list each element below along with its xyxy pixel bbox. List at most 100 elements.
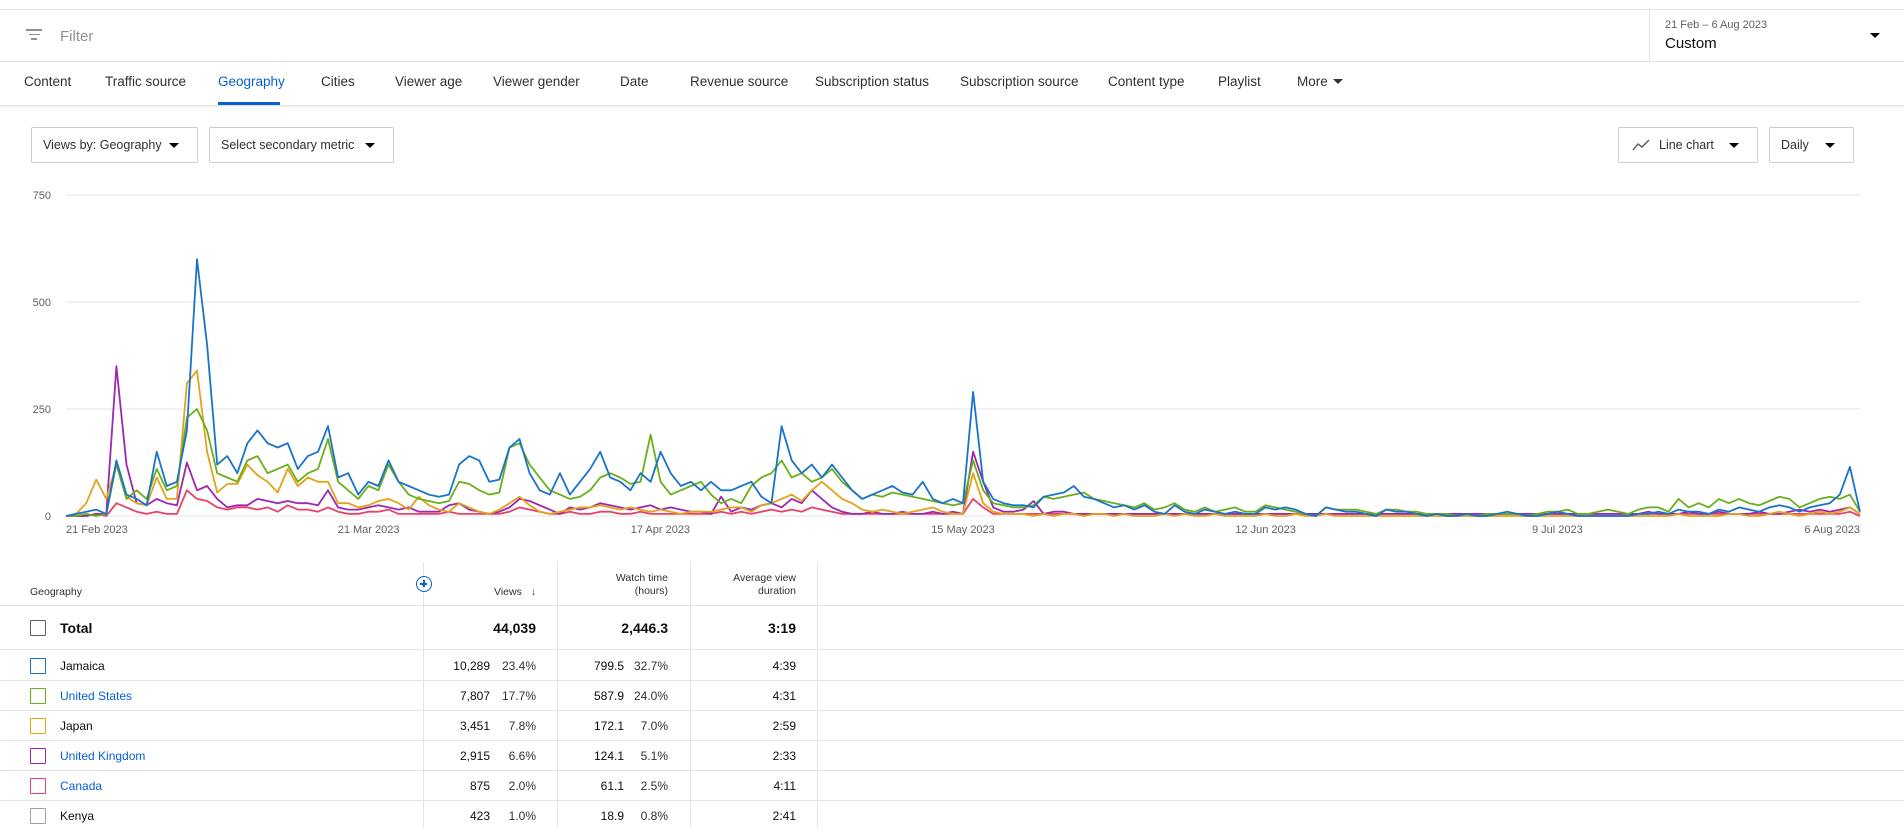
row-watch-time: 124.1 <box>593 749 624 763</box>
dimension-tabs: Content Traffic source Geography Cities … <box>0 62 1904 106</box>
interval-dropdown[interactable]: Daily <box>1769 127 1854 163</box>
secondary-metric-label: Select secondary metric <box>221 138 355 152</box>
row-views-pct: 1.0% <box>508 809 536 823</box>
primary-metric-dropdown[interactable]: Views by: Geography <box>31 127 198 163</box>
tab-content-type[interactable]: Content type <box>1108 74 1185 89</box>
header-watch-time[interactable]: Watch time (hours) <box>580 572 668 598</box>
header-watch-time-line2: (hours) <box>634 585 668 597</box>
y-axis: 0 250 500 750 <box>33 190 51 523</box>
row-views: 7,807 <box>459 689 490 703</box>
header-avg-duration[interactable]: Average view duration <box>710 572 796 598</box>
total-views: 44,039 <box>493 620 536 636</box>
tab-more-label: More <box>1297 74 1328 89</box>
y-tick-label: 500 <box>33 297 51 309</box>
row-geography: Kenya <box>60 809 95 823</box>
row-watch-time: 18.9 <box>600 809 624 823</box>
header-views-label: Views <box>494 586 522 598</box>
row-geography[interactable]: Canada <box>60 779 103 793</box>
row-watch-pct: 7.0% <box>640 719 668 733</box>
row-checkbox[interactable] <box>30 718 46 734</box>
tab-revenue-source[interactable]: Revenue source <box>690 74 789 89</box>
tab-geography[interactable]: Geography <box>218 74 285 89</box>
row-geography: Japan <box>60 719 93 733</box>
date-range-label: Custom <box>1665 35 1717 52</box>
table-row: United States 7,807 17.7% 587.9 24.0% 4:31 <box>0 681 1904 711</box>
date-range-text: 21 Feb – 6 Aug 2023 <box>1665 19 1768 31</box>
row-checkbox[interactable] <box>30 748 46 764</box>
table-header: Geography Views ↓ Watch time (hours) Ave… <box>0 562 1904 606</box>
primary-metric-label: Views by: Geography <box>43 138 162 152</box>
tab-subscription-source[interactable]: Subscription source <box>960 74 1079 89</box>
tab-playlist[interactable]: Playlist <box>1218 74 1261 89</box>
total-watch-time: 2,446.3 <box>621 620 668 636</box>
row-avg-duration: 2:41 <box>772 809 796 823</box>
row-checkbox[interactable] <box>30 808 46 824</box>
header-views[interactable]: Views ↓ <box>470 586 536 599</box>
header-avg-duration-line1: Average view <box>733 572 796 584</box>
chart-type-label: Line chart <box>1659 138 1714 152</box>
row-views-pct: 23.4% <box>501 659 536 673</box>
tab-subscription-status[interactable]: Subscription status <box>815 74 930 89</box>
chart-type-dropdown[interactable]: Line chart <box>1618 127 1758 163</box>
table-row: Canada 875 2.0% 61.1 2.5% 4:11 <box>0 771 1904 801</box>
row-views: 3,451 <box>459 719 490 733</box>
row-geography[interactable]: United Kingdom <box>60 749 146 763</box>
row-views-pct: 6.6% <box>508 749 536 763</box>
table-row: Jamaica 10,289 23.4% 799.5 32.7% 4:39 <box>0 651 1904 681</box>
row-views-pct: 7.8% <box>508 719 536 733</box>
x-tick-label: 21 Feb 2023 <box>66 524 128 536</box>
tab-viewer-age[interactable]: Viewer age <box>395 74 463 89</box>
caret-down-icon <box>365 143 375 148</box>
y-tick-label: 250 <box>33 404 51 416</box>
series-line-jamaica[interactable] <box>65 258 1861 517</box>
row-checkbox[interactable] <box>30 778 46 794</box>
y-tick-label: 750 <box>33 190 51 202</box>
filter-icon[interactable] <box>26 29 42 41</box>
row-checkbox[interactable] <box>30 688 46 704</box>
tab-more[interactable]: More <box>1297 74 1343 89</box>
tab-cities[interactable]: Cities <box>321 74 355 89</box>
row-checkbox[interactable] <box>30 658 46 674</box>
column-divider <box>690 562 691 828</box>
views-line-chart: 0 250 500 750 21 Feb 2023 21 Mar 2023 17 Apr … <box>33 190 1861 536</box>
row-watch-time: 61.1 <box>600 779 624 793</box>
row-avg-duration: 4:39 <box>772 659 796 673</box>
y-tick-label: 0 <box>45 511 51 523</box>
filter-input[interactable]: Filter <box>60 28 94 45</box>
chevron-down-icon <box>1870 33 1880 38</box>
tab-date[interactable]: Date <box>620 74 649 89</box>
total-checkbox[interactable] <box>30 620 46 636</box>
filter-bar: Filter 21 Feb – 6 Aug 2023 Custom <box>0 9 1904 62</box>
total-avg-duration: 3:19 <box>767 620 796 636</box>
table-row: Kenya 423 1.0% 18.9 0.8% 2:41 <box>0 801 1904 828</box>
x-tick-label: 6 Aug 2023 <box>1804 524 1860 536</box>
tab-viewer-gender[interactable]: Viewer gender <box>493 74 580 89</box>
caret-down-icon <box>1825 143 1835 148</box>
row-views-pct: 17.7% <box>501 689 536 703</box>
total-label: Total <box>60 620 93 636</box>
tab-content[interactable]: Content <box>24 74 72 89</box>
add-column-icon[interactable] <box>416 576 432 592</box>
caret-down-icon <box>1729 143 1739 148</box>
x-axis: 21 Feb 2023 21 Mar 2023 17 Apr 2023 15 May … <box>66 524 1860 536</box>
row-watch-pct: 5.1% <box>640 749 668 763</box>
row-avg-duration: 2:59 <box>772 719 796 733</box>
row-watch-time: 172.1 <box>593 719 624 733</box>
x-tick-label: 12 Jun 2023 <box>1235 524 1296 536</box>
row-views: 10,289 <box>453 659 490 673</box>
x-tick-label: 17 Apr 2023 <box>631 524 690 536</box>
tab-traffic-source[interactable]: Traffic source <box>105 74 187 89</box>
row-geography[interactable]: United States <box>60 689 133 703</box>
row-views: 875 <box>469 779 490 793</box>
series-line-japan[interactable] <box>65 369 1861 517</box>
row-views-pct: 2.0% <box>508 779 536 793</box>
column-divider <box>423 562 424 828</box>
secondary-metric-dropdown[interactable]: Select secondary metric <box>209 127 394 163</box>
x-tick-label: 21 Mar 2023 <box>338 524 400 536</box>
header-geography: Geography <box>30 586 82 598</box>
row-watch-pct: 24.0% <box>633 689 668 703</box>
row-watch-pct: 0.8% <box>640 809 668 823</box>
date-range-picker[interactable]: 21 Feb – 6 Aug 2023 Custom <box>1649 10 1904 61</box>
active-tab-indicator <box>218 102 280 105</box>
